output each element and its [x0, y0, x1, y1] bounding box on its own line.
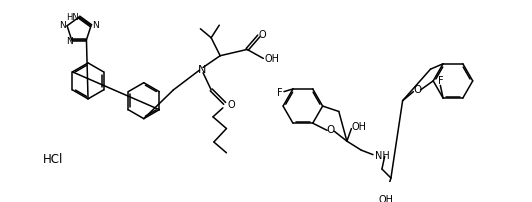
Text: N: N: [198, 65, 206, 75]
Text: HCl: HCl: [43, 154, 63, 166]
Text: O: O: [227, 100, 235, 110]
Text: F: F: [277, 87, 282, 98]
Text: OH: OH: [265, 54, 280, 64]
Text: HN: HN: [66, 13, 79, 22]
Text: O: O: [413, 85, 421, 95]
Text: N: N: [92, 21, 99, 30]
Text: O: O: [259, 30, 266, 40]
Text: F: F: [437, 76, 443, 86]
Text: OH: OH: [351, 122, 366, 132]
Text: OH: OH: [379, 195, 394, 202]
Text: N: N: [66, 37, 73, 46]
Text: NH: NH: [375, 150, 389, 161]
Text: N: N: [59, 21, 66, 30]
Text: O: O: [327, 125, 335, 135]
